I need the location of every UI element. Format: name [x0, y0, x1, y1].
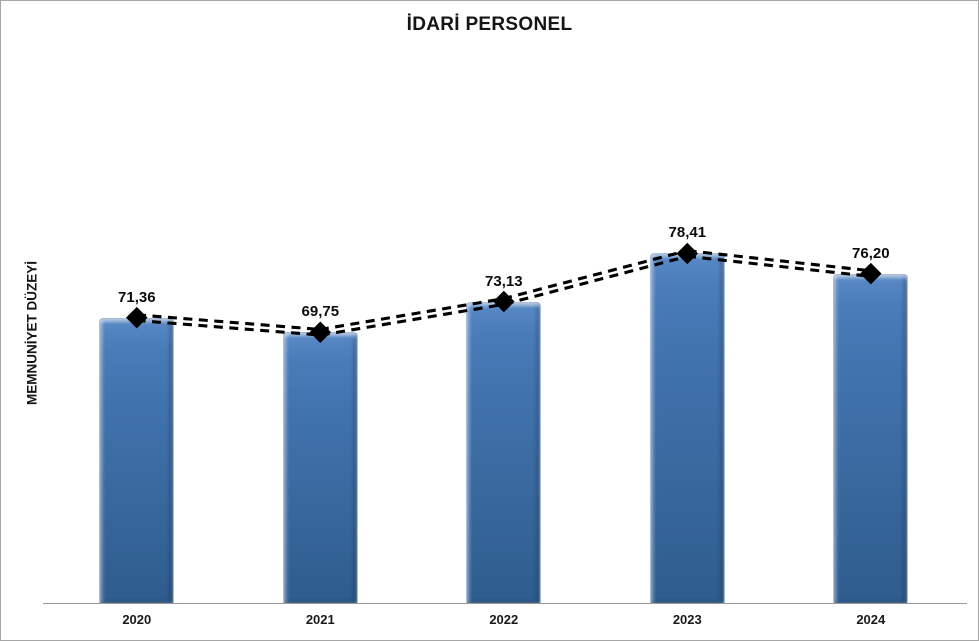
data-label-2022: 73,13 — [485, 272, 523, 290]
data-label-2023: 78,41 — [668, 224, 707, 242]
y-axis-title: MEMNUNİYET DÜZEYİ — [24, 260, 40, 406]
data-label-2020: 71,36 — [118, 288, 156, 306]
bar-2024 — [833, 273, 909, 603]
x-tick-label-2024: 2024 — [856, 612, 886, 627]
x-tick-label-2022: 2022 — [489, 612, 519, 627]
data-label-2024: 76,20 — [852, 244, 890, 262]
x-tick-label-2023: 2023 — [672, 612, 702, 627]
bar-2022 — [466, 301, 542, 603]
x-tick-label-2021: 2021 — [305, 612, 335, 627]
x-tick-label-2020: 2020 — [122, 612, 152, 627]
bar-2023 — [649, 253, 725, 603]
x-axis-line — [43, 603, 967, 604]
chart-title: İDARİ PERSONEL — [406, 14, 573, 35]
bar-2021 — [282, 332, 358, 603]
data-label-2021: 69,75 — [301, 303, 340, 321]
bar-2020 — [99, 317, 175, 603]
